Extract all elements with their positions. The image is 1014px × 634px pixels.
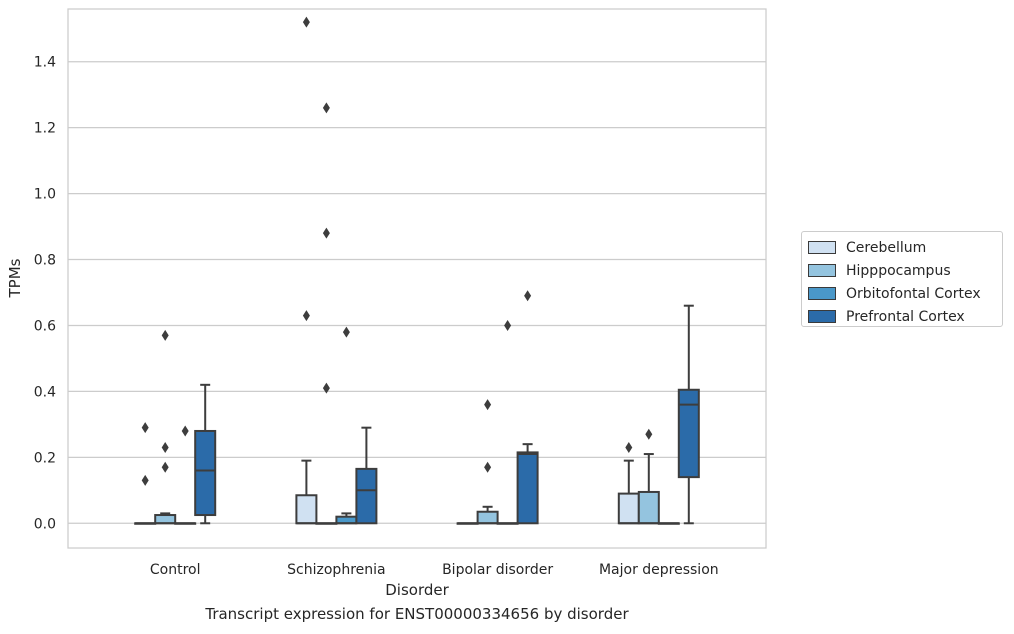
outlier-point: [141, 422, 149, 434]
box-body: [516, 451, 539, 525]
legend-label: Hipppocampus: [846, 262, 951, 279]
box-body: [194, 429, 217, 517]
outlier-point: [302, 16, 310, 28]
legend-item-cerebellum: Cerebellum: [808, 236, 1002, 259]
box-3-3: [677, 304, 700, 525]
outlier-point: [504, 319, 512, 331]
y-tick-label: 0.8: [34, 253, 56, 269]
outlier-point: [181, 425, 189, 437]
box-body: [355, 467, 378, 525]
legend-swatch: [808, 310, 836, 323]
y-tick-label: 1.2: [34, 121, 56, 137]
box-1-0: [295, 16, 318, 525]
legend-item-hippocampus: Hipppocampus: [808, 259, 1002, 282]
figure-caption: Transcript expression for ENST0000033465…: [205, 605, 629, 623]
outlier-point: [625, 441, 633, 453]
chart-marks: [134, 16, 700, 525]
y-tick-label: 1.4: [34, 55, 56, 71]
y-tick-label: 0.4: [34, 384, 56, 400]
box-body: [677, 388, 700, 479]
box-3-2: [657, 522, 680, 525]
x-tick-label: Bipolar disorder: [442, 562, 553, 578]
x-tick-label: Control: [150, 562, 201, 578]
box-0-1: [154, 329, 177, 525]
box-1-2: [335, 326, 358, 525]
box-body: [476, 510, 499, 525]
outlier-point: [141, 474, 149, 486]
legend-label: Prefrontal Cortex: [846, 308, 965, 325]
box-2-1: [476, 399, 499, 525]
outlier-point: [322, 382, 330, 394]
outlier-point: [645, 428, 653, 440]
box-2-3: [516, 290, 539, 525]
x-axis-title: Disorder: [385, 581, 449, 599]
outlier-point: [161, 441, 169, 453]
box-body: [617, 492, 640, 525]
box-3-0: [617, 441, 640, 525]
box-1-3: [355, 426, 378, 525]
legend-swatch: [808, 264, 836, 277]
legend-label: Cerebellum: [846, 239, 927, 256]
box-0-2: [174, 425, 197, 525]
legend-swatch: [808, 241, 836, 254]
box-0-3: [194, 383, 217, 525]
outlier-point: [322, 227, 330, 239]
grid-lines: [68, 61, 766, 524]
box-0-0: [134, 422, 157, 525]
outlier-point: [161, 329, 169, 341]
outlier-point: [161, 461, 169, 473]
legend-label: Orbitofontal Cortex: [846, 285, 981, 302]
legend-item-orbitofrontal: Orbitofontal Cortex: [808, 282, 1002, 305]
outlier-point: [484, 461, 492, 473]
outlier-point: [524, 290, 532, 302]
legend-swatch: [808, 287, 836, 300]
plot-frame: [67, 8, 767, 549]
y-tick-labels: 0.0 0.2 0.4 0.6 0.8 1.0 1.2 1.4: [34, 55, 56, 533]
y-tick-label: 1.0: [34, 187, 56, 203]
x-tick-label: Major depression: [599, 562, 719, 578]
y-axis-title: TPMs: [6, 258, 24, 298]
box-2-2: [496, 319, 519, 525]
y-tick-label: 0.2: [34, 450, 56, 466]
legend-item-prefrontal: Prefrontal Cortex: [808, 305, 1002, 328]
box-2-0: [456, 522, 479, 525]
box-body: [637, 490, 660, 525]
box-body: [295, 494, 318, 525]
y-tick-label: 0.0: [34, 516, 56, 532]
x-tick-labels: Control Schizophrenia Bipolar disorder Majo…: [150, 562, 719, 578]
outlier-point: [322, 102, 330, 114]
x-tick-label: Schizophrenia: [287, 562, 385, 578]
outlier-point: [484, 399, 492, 411]
legend: Cerebellum Hipppocampus Orbitofontal Cor…: [801, 231, 1003, 327]
outlier-point: [342, 326, 350, 338]
box-1-1: [315, 102, 338, 525]
y-tick-label: 0.6: [34, 318, 56, 334]
box-3-1: [637, 428, 660, 525]
outlier-point: [302, 310, 310, 322]
box-body: [154, 514, 177, 525]
